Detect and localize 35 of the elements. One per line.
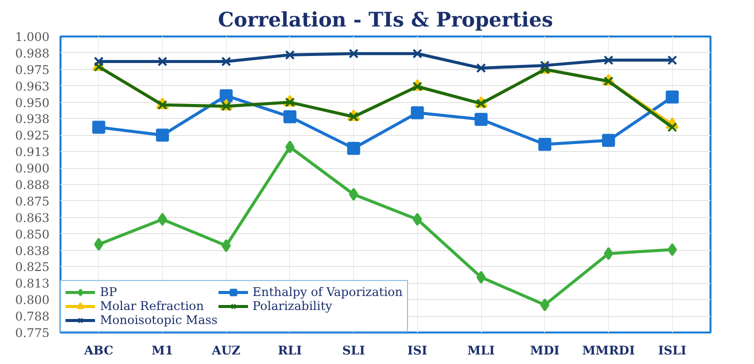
- y-tick-label: 0.875: [15, 194, 50, 208]
- y-tick-label: 0.775: [15, 326, 50, 340]
- x-tick-label: ISI: [407, 344, 428, 358]
- y-tick-label: 0.900: [15, 162, 50, 176]
- y-tick-label: 0.988: [15, 46, 50, 60]
- legend-label: BP: [100, 285, 118, 299]
- y-tick-label: 0.838: [15, 244, 50, 258]
- y-tick-label: 0.813: [15, 276, 50, 291]
- x-tick-label: RLI: [278, 344, 302, 358]
- x-tick-label: MMRDI: [582, 344, 636, 358]
- x-tick-label: ABC: [83, 344, 114, 358]
- y-tick-label: 0.888: [15, 178, 50, 192]
- y-tick-label: 0.788: [15, 310, 50, 324]
- y-tick-label: 0.938: [15, 112, 50, 126]
- y-tick-label: 0.975: [15, 62, 50, 77]
- legend-label: Enthalpy of Vaporization: [252, 285, 403, 299]
- legend-label: Molar Refraction: [100, 299, 204, 313]
- x-tick-label: MDI: [530, 344, 560, 358]
- x-tick-label: SLI: [342, 344, 366, 358]
- legend-label: Polarizability: [252, 299, 332, 313]
- y-tick-label: 0.913: [15, 145, 50, 160]
- y-tick-label: 0.950: [15, 96, 50, 110]
- y-tick-label: 0.850: [15, 227, 50, 242]
- x-tick-label: AUZ: [210, 344, 241, 358]
- y-tick-label: 0.863: [15, 210, 50, 225]
- chart-title: Correlation - TIs & Properties: [218, 8, 554, 32]
- x-tick-label: ISLI: [658, 344, 687, 358]
- x-tick-label: MLI: [467, 344, 496, 358]
- x-tick-label: M1: [152, 344, 174, 358]
- y-tick-label: 0.963: [15, 79, 50, 94]
- y-tick-label: 0.800: [15, 293, 50, 308]
- legend-label: Monoisotopic Mass: [100, 313, 218, 327]
- y-tick-label: 0.825: [15, 260, 50, 274]
- y-tick-label: 1.000: [15, 30, 50, 44]
- y-tick-label: 0.925: [15, 128, 50, 143]
